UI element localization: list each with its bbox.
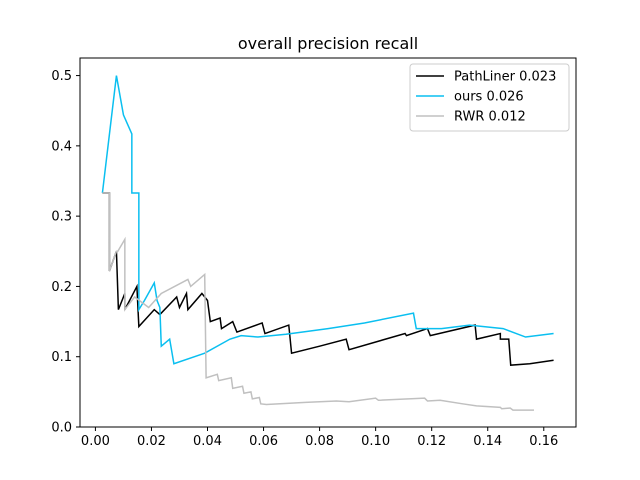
legend: PathLiner 0.023 ours 0.026 RWR 0.012: [409, 63, 570, 132]
x-tick-label: 0.16: [529, 434, 558, 449]
legend-label-2: RWR 0.012: [454, 110, 526, 125]
y-axis: 0.0 0.1 0.2 0.3 0.4 0.5: [51, 69, 80, 436]
series-line-1: [101, 75, 554, 365]
x-tick-label: 0.08: [305, 434, 334, 449]
chart-title: overall precision recall: [238, 34, 418, 53]
y-tick-label: 0.5: [51, 69, 72, 84]
x-tick-label: 0.02: [137, 434, 166, 449]
x-tick-label: 0.06: [249, 434, 278, 449]
plot-area: [79, 57, 577, 428]
x-tick-label: 0.14: [473, 434, 502, 449]
y-tick-label: 0.1: [51, 350, 72, 365]
y-tick-label: 0.0: [51, 421, 72, 436]
legend-box: [409, 63, 570, 132]
series-line-0: [102, 192, 554, 366]
x-axis: 0.00 0.02 0.04 0.06 0.08 0.10 0.12 0.14 0.16: [81, 427, 558, 449]
series-line-2: [102, 192, 534, 411]
legend-label-1: ours 0.026: [454, 90, 524, 105]
x-tick-label: 0.00: [81, 434, 110, 449]
x-tick-label: 0.12: [417, 434, 446, 449]
axes-frame: [79, 57, 577, 428]
x-tick-label: 0.10: [361, 434, 390, 449]
y-tick-label: 0.4: [51, 139, 72, 154]
x-tick-label: 0.04: [193, 434, 222, 449]
legend-label-0: PathLiner 0.023: [454, 70, 556, 85]
y-tick-label: 0.3: [51, 210, 72, 225]
y-tick-label: 0.2: [51, 280, 72, 295]
